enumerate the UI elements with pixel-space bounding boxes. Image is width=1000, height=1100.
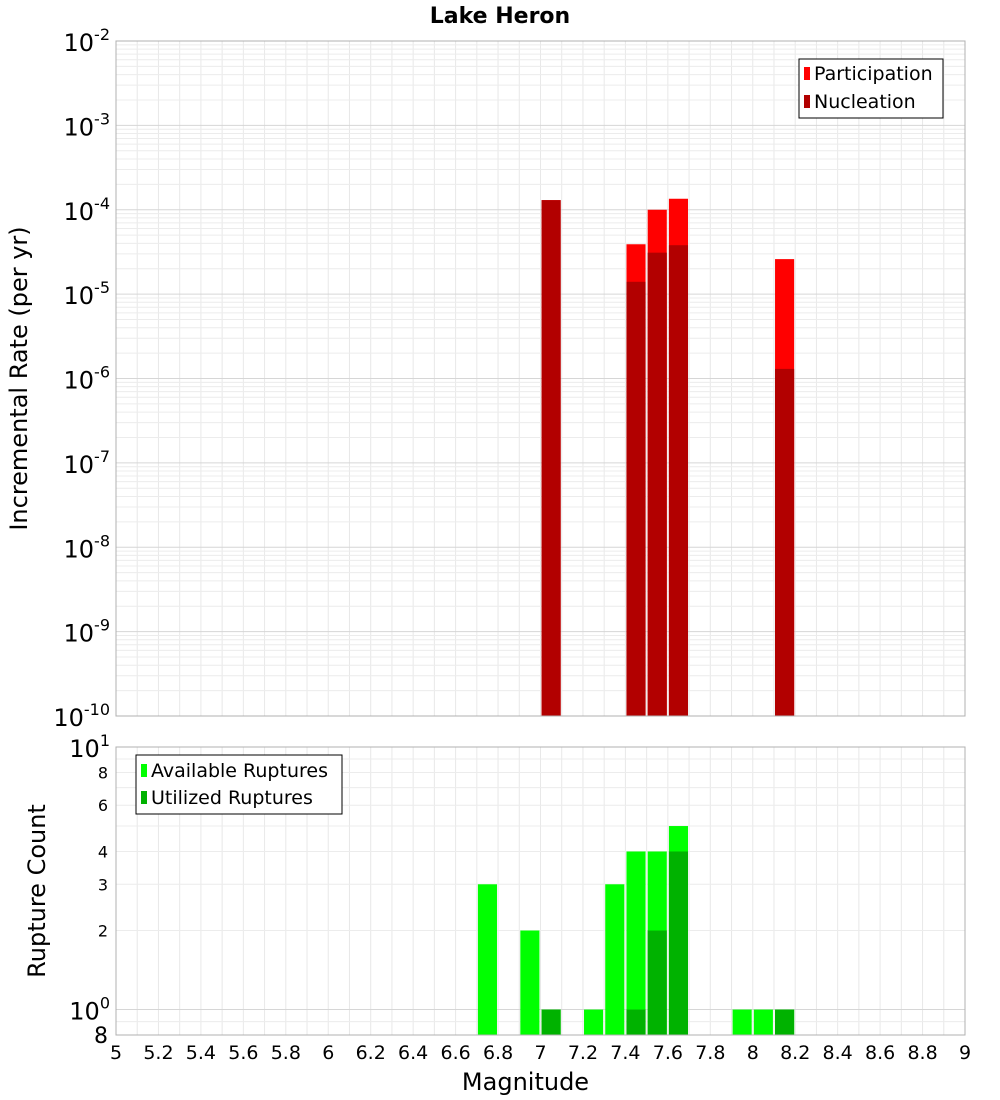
nucleation-bar xyxy=(541,200,561,716)
x-tick-label: 9 xyxy=(959,1042,971,1064)
bottom-y-tick-label-major-base: 10 xyxy=(69,735,100,763)
bottom-plot-frame xyxy=(115,746,966,1036)
legend-swatch-available-ruptures xyxy=(141,764,147,777)
available-ruptures-bar xyxy=(626,851,646,1035)
x-tick-label: 7.6 xyxy=(653,1042,683,1064)
bottom-legend-box xyxy=(135,754,343,815)
bottom-legend: Available Ruptures Utilized Ruptures xyxy=(135,754,343,815)
top-y-tick-label: 10-7 xyxy=(64,447,111,479)
top-y-tick-label-base: 10 xyxy=(53,704,84,732)
top-y-tick-label-exponent: -7 xyxy=(94,447,110,466)
available-ruptures-bar xyxy=(584,1009,604,1035)
top-y-tick-label: 10-2 xyxy=(64,25,111,57)
top-y-tick-label-exponent: -6 xyxy=(94,363,110,382)
top-y-tick-label: 10-5 xyxy=(64,278,111,310)
top-y-tick-label-base: 10 xyxy=(64,29,95,57)
top-y-tick-label-base: 10 xyxy=(64,113,95,141)
top-legend-box xyxy=(798,58,944,119)
x-tick-label: 6.4 xyxy=(398,1042,428,1064)
top-y-tick-label-base: 10 xyxy=(64,282,95,310)
top-y-tick-label-base: 10 xyxy=(64,198,95,226)
utilized-ruptures-bar xyxy=(626,1009,646,1035)
bottom-y-tick-label-min: 8 xyxy=(94,1024,108,1049)
top-y-tick-label-exponent: -9 xyxy=(94,616,110,635)
top-y-tick-label: 10-10 xyxy=(53,700,110,732)
x-tick-label: 5.4 xyxy=(186,1042,216,1064)
chart-title: Lake Heron xyxy=(430,4,570,29)
x-axis-label: Magnitude xyxy=(462,1068,589,1096)
available-ruptures-bar xyxy=(732,1009,752,1035)
x-tick-label: 6.6 xyxy=(440,1042,470,1064)
legend-swatch-utilized-ruptures xyxy=(141,791,147,804)
nucleation-bar xyxy=(626,281,646,716)
bottom-y-tick-label-major-exponent: 1 xyxy=(100,731,110,750)
top-y-tick-label-exponent: -5 xyxy=(94,278,110,297)
top-y-tick-label: 10-4 xyxy=(64,194,111,226)
top-y-tick-label: 10-6 xyxy=(64,363,111,395)
x-tick-label: 8.4 xyxy=(823,1042,853,1064)
bottom-y-tick-label: 6 xyxy=(98,796,108,815)
x-tick-label: 7 xyxy=(534,1042,546,1064)
bottom-y-tick-label-major: 100 xyxy=(69,994,110,1026)
x-tick-label: 6.8 xyxy=(483,1042,513,1064)
available-ruptures-bar xyxy=(753,1009,773,1035)
legend-swatch-participation xyxy=(804,67,810,80)
top-y-tick-label-base: 10 xyxy=(64,367,95,395)
bottom-y-tick-label: 8 xyxy=(98,763,108,782)
nucleation-bar xyxy=(668,245,689,717)
top-y-axis-label: Incremental Rate (per yr) xyxy=(5,226,33,530)
legend-label-utilized-ruptures: Utilized Ruptures xyxy=(151,787,313,809)
utilized-ruptures-bar xyxy=(541,1009,561,1035)
x-tick-label: 6.2 xyxy=(356,1042,386,1064)
legend-label-participation: Participation xyxy=(814,63,933,85)
legend-swatch-nucleation xyxy=(804,95,810,108)
x-tick-label: 8 xyxy=(747,1042,759,1064)
x-tick-label: 8.2 xyxy=(780,1042,810,1064)
x-tick-label: 8.8 xyxy=(907,1042,937,1064)
x-tick-label: 7.4 xyxy=(610,1042,640,1064)
utilized-ruptures-bar xyxy=(668,851,689,1035)
top-y-tick-label-exponent: -10 xyxy=(84,700,110,719)
top-y-tick-label: 10-8 xyxy=(64,531,111,563)
utilized-ruptures-bar xyxy=(775,1009,795,1035)
x-tick-label: 5.2 xyxy=(143,1042,173,1064)
available-ruptures-bar xyxy=(477,884,497,1035)
bottom-y-tick-label: 3 xyxy=(98,875,108,894)
top-y-tick-label-base: 10 xyxy=(64,620,95,648)
bottom-y-tick-label-major-base: 10 xyxy=(69,998,100,1026)
top-plot-frame xyxy=(115,40,966,717)
x-tick-label: 6 xyxy=(322,1042,334,1064)
top-y-tick-label-base: 10 xyxy=(64,451,95,479)
bottom-y-axis-label: Rupture Count xyxy=(23,804,51,978)
top-y-tick-label: 10-9 xyxy=(64,616,111,648)
bottom-y-tick-label-major: 101 xyxy=(69,731,110,763)
available-ruptures-bar xyxy=(520,930,540,1035)
top-y-tick-label-exponent: -4 xyxy=(94,194,110,213)
x-tick-label: 5.8 xyxy=(271,1042,301,1064)
x-tick-label: 7.8 xyxy=(695,1042,725,1064)
x-tick-label: 8.6 xyxy=(865,1042,895,1064)
top-y-tick-label-exponent: -2 xyxy=(94,25,110,44)
top-legend: Participation Nucleation xyxy=(798,58,944,119)
top-y-tick-label-exponent: -3 xyxy=(94,109,110,128)
bottom-y-tick-label-major-exponent: 0 xyxy=(100,994,110,1013)
legend-label-nucleation: Nucleation xyxy=(814,91,916,113)
top-y-tick-label-exponent: -8 xyxy=(94,531,110,550)
available-ruptures-bar xyxy=(605,884,625,1035)
bottom-y-tick-label: 4 xyxy=(98,842,108,861)
x-tick-label: 7.2 xyxy=(568,1042,598,1064)
legend-label-available-ruptures: Available Ruptures xyxy=(151,760,328,782)
nucleation-bar xyxy=(775,368,795,716)
x-tick-label: 5.6 xyxy=(228,1042,258,1064)
top-y-tick-label: 10-3 xyxy=(64,109,111,141)
bottom-y-tick-label: 2 xyxy=(98,922,108,941)
top-y-tick-label-base: 10 xyxy=(64,535,95,563)
utilized-ruptures-bar xyxy=(647,930,667,1035)
x-tick-label: 5 xyxy=(110,1042,122,1064)
nucleation-bar xyxy=(647,252,667,716)
